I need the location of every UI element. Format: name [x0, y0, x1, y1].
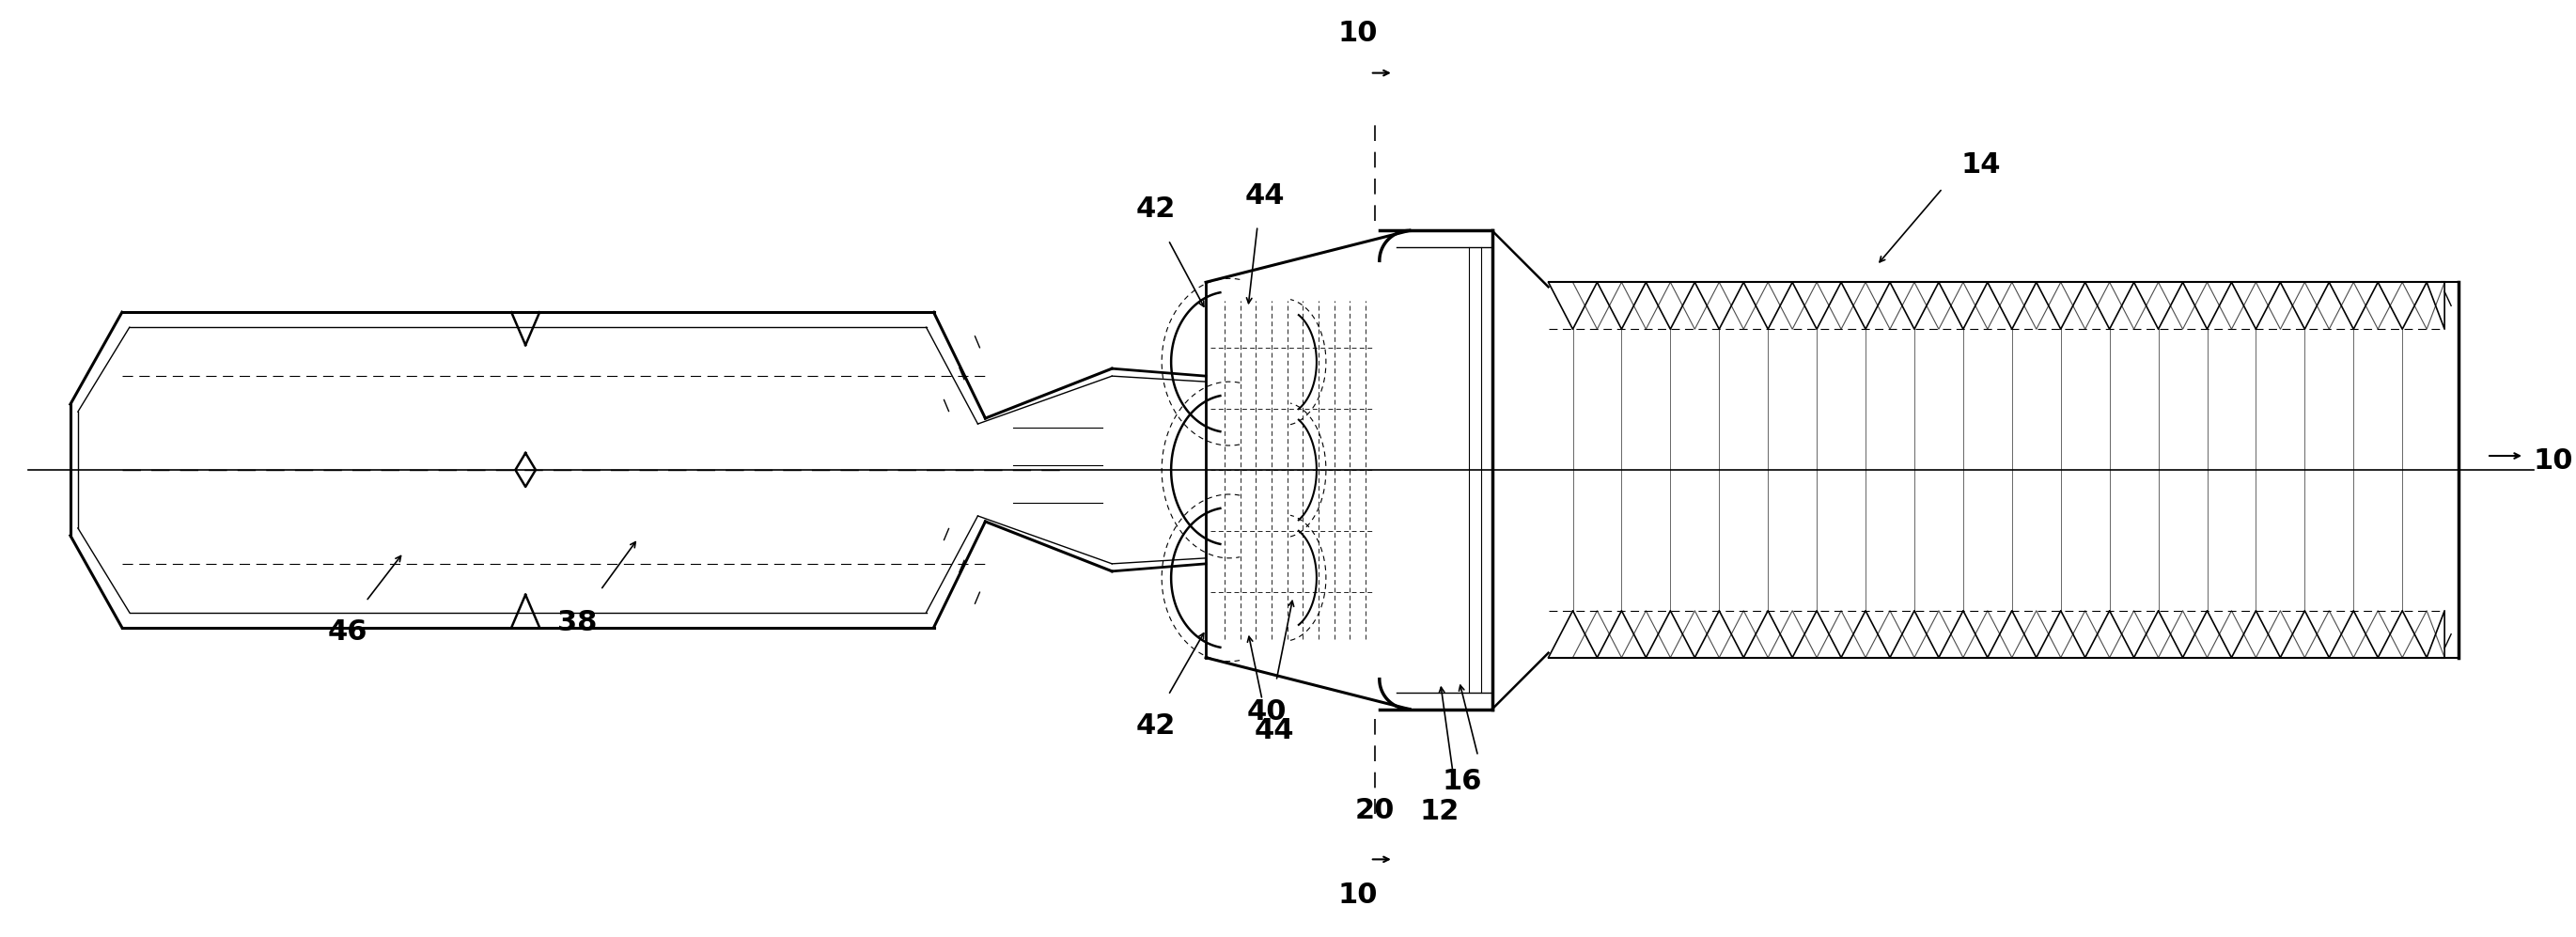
- Text: 20: 20: [1355, 797, 1394, 825]
- Text: 10: 10: [1337, 20, 1378, 47]
- Text: 44: 44: [1244, 183, 1285, 210]
- Text: 38: 38: [556, 609, 598, 636]
- Text: 42: 42: [1136, 712, 1177, 739]
- Text: 46: 46: [327, 618, 368, 646]
- Text: 16: 16: [1443, 767, 1481, 795]
- Text: 12: 12: [1419, 798, 1461, 825]
- Text: 44: 44: [1255, 717, 1293, 744]
- Text: 14: 14: [1960, 152, 2002, 179]
- Text: 10: 10: [2535, 447, 2573, 474]
- Text: 10: 10: [1337, 882, 1378, 909]
- Text: 40: 40: [1247, 698, 1288, 725]
- Text: 42: 42: [1136, 196, 1177, 223]
